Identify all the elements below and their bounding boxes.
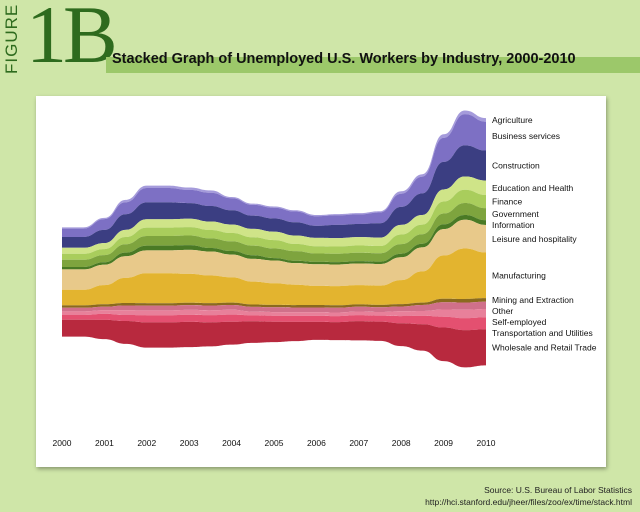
x-tick-label: 2010 <box>477 438 496 448</box>
x-tick-label: 2009 <box>434 438 453 448</box>
series-label: Wholesale and Retail Trade <box>492 342 597 352</box>
figure-label: FIGURE 1B <box>0 0 118 76</box>
series-band-finance <box>62 189 486 260</box>
series-label: Business services <box>492 131 560 141</box>
series-label: Other <box>492 306 513 316</box>
series-band-other <box>62 301 486 313</box>
x-tick-label: 2006 <box>307 438 326 448</box>
series-label: Information <box>492 220 535 230</box>
source-url: http://hci.stanford.edu/jheer/files/zoo/… <box>425 497 632 507</box>
source-note: Source: U.S. Bureau of Labor Statistics … <box>425 484 632 508</box>
series-band-education-and-health <box>62 176 486 254</box>
series-band-information <box>62 214 486 270</box>
series-label: Mining and Extraction <box>492 295 574 305</box>
figure-number: 1B <box>26 0 118 80</box>
x-tick-label: 2001 <box>95 438 114 448</box>
series-band-transportation-and-utilities <box>62 313 486 331</box>
series-band-government <box>62 202 486 267</box>
x-tick-label: 2000 <box>53 438 72 448</box>
figure-word-container: FIGURE <box>2 0 24 76</box>
x-tick-label: 2002 <box>137 438 156 448</box>
series-band-mining-and-extraction <box>62 298 486 308</box>
series-band-manufacturing <box>62 248 486 306</box>
series-label: Agriculture <box>492 115 533 125</box>
series-label: Transportation and Utilities <box>492 328 593 338</box>
series-label: Manufacturing <box>492 270 546 280</box>
series-label: Education and Health <box>492 183 574 193</box>
x-tick-label: 2005 <box>265 438 284 448</box>
source-line: Source: U.S. Bureau of Labor Statistics <box>484 485 632 495</box>
x-tick-label: 2007 <box>349 438 368 448</box>
series-label: Construction <box>492 161 540 171</box>
series-band-leisure-and-hospitality <box>62 219 486 290</box>
x-tick-label: 2008 <box>392 438 411 448</box>
chart-panel: Agriculture Business services Construction… <box>36 96 606 467</box>
title-bar <box>106 57 640 73</box>
chart-title: Stacked Graph of Unemployed U.S. Workers… <box>112 51 576 67</box>
figure-word: FIGURE <box>2 3 21 74</box>
series-band-construction <box>62 145 486 248</box>
series-label: Leisure and hospitality <box>492 234 577 244</box>
series-band-business-services <box>62 114 486 237</box>
x-tick-label: 2003 <box>180 438 199 448</box>
series-label: Government <box>492 209 539 219</box>
series-band-wholesale-and-retail-trade <box>62 319 486 368</box>
x-tick-label: 2004 <box>222 438 241 448</box>
series-band-self-employed <box>62 308 486 319</box>
series-label: Self-employed <box>492 317 547 327</box>
series-label: Finance <box>492 197 523 207</box>
stacked-graph: Agriculture Business services Construction… <box>53 110 597 448</box>
